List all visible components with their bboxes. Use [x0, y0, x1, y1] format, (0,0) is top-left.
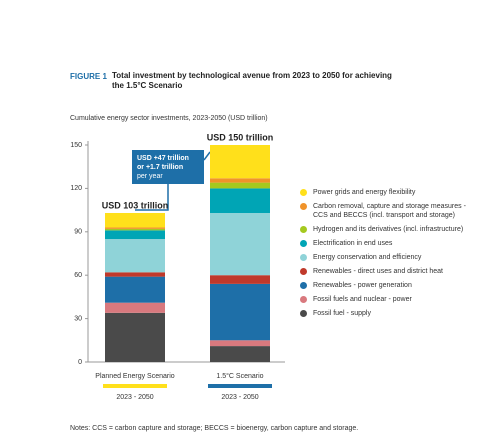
y-tick-label: 90	[74, 229, 82, 236]
legend-label: Carbon removal, capture and storage meas…	[313, 203, 466, 219]
bar-segment	[105, 239, 165, 273]
legend-label: Power grids and energy flexibility	[313, 189, 416, 196]
legend-item: Electrification in end uses	[300, 239, 470, 248]
bar-segment	[210, 145, 270, 179]
title-box: Total investment by technological avenue…	[112, 71, 392, 90]
period-label: 2023 - 2050	[221, 394, 258, 401]
legend-swatch	[300, 254, 307, 261]
legend-label: Electrification in end uses	[313, 240, 393, 247]
bar-segment	[210, 283, 270, 341]
bar-segment	[105, 227, 165, 229]
legend-label: Fossil fuels and nuclear - power	[313, 296, 412, 303]
legend-item: Fossil fuel - supply	[300, 309, 470, 318]
legend-item: Power grids and energy flexibility	[300, 188, 470, 197]
legend-swatch	[300, 282, 307, 289]
legend-item: Renewables - direct uses and district he…	[300, 267, 470, 276]
legend-swatch	[300, 189, 307, 196]
callout-connector	[203, 151, 211, 161]
chart-title: Total investment by technological avenue…	[112, 71, 392, 90]
legend-swatch	[300, 240, 307, 247]
bar-segment	[210, 346, 270, 362]
figure-label: FIGURE 1	[70, 72, 107, 81]
callout-text: per year	[137, 173, 163, 180]
bar-segment	[210, 182, 270, 189]
total-label: USD 150 trillion	[207, 132, 274, 142]
x-tick-label: Planned Energy Scenario	[95, 373, 174, 380]
bar-segment	[105, 312, 165, 362]
period-label: 2023 - 2050	[116, 394, 153, 401]
callout-text: or +1.7 trillion	[137, 164, 183, 171]
x-tick-label: 1.5°C Scenario	[216, 372, 263, 380]
legend-swatch	[300, 296, 307, 303]
legend-item: Fossil fuels and nuclear - power	[300, 295, 470, 304]
y-tick-label: 0	[78, 359, 82, 366]
legend: Power grids and energy flexibility Carbon…	[300, 188, 470, 323]
y-tick-label: 150	[70, 142, 82, 149]
legend-swatch	[300, 268, 307, 275]
legend-item: Hydrogen and its derivatives (incl. infr…	[300, 225, 470, 234]
legend-swatch	[300, 203, 307, 210]
legend-item: Renewables - power generation	[300, 281, 470, 290]
bar-segment	[105, 272, 165, 277]
bar-segment	[210, 178, 270, 183]
legend-swatch	[300, 310, 307, 317]
bar-segment	[105, 302, 165, 313]
bar-segment	[210, 188, 270, 213]
bar-segment	[210, 340, 270, 347]
bar-segment	[105, 230, 165, 240]
legend-label: Renewables - power generation	[313, 282, 412, 289]
legend-item: Carbon removal, capture and storage meas…	[300, 202, 470, 220]
bar-segment	[210, 212, 270, 276]
bar-segment	[210, 275, 270, 284]
category-underline	[208, 384, 272, 388]
bar-segment	[105, 212, 165, 228]
notes: Notes: CCS = carbon capture and storage;…	[70, 425, 358, 432]
callout-box	[132, 150, 204, 184]
total-label: USD 103 trillion	[102, 200, 169, 210]
legend-item: Energy conservation and efficiency	[300, 253, 470, 262]
legend-swatch	[300, 226, 307, 233]
legend-label: Fossil fuel - supply	[313, 310, 371, 317]
bar-segment	[105, 276, 165, 303]
legend-label: Renewables - direct uses and district he…	[313, 268, 443, 275]
callout-text: USD +47 trillion	[137, 155, 189, 162]
legend-label: Energy conservation and efficiency	[313, 254, 422, 261]
callout-connector	[135, 184, 169, 211]
y-tick-label: 30	[74, 315, 82, 322]
category-underline	[103, 384, 167, 388]
y-tick-label: 60	[74, 272, 82, 279]
legend-label: Hydrogen and its derivatives (incl. infr…	[313, 226, 464, 233]
subtitle: Cumulative energy sector investments, 20…	[70, 115, 268, 122]
y-tick-label: 120	[70, 185, 82, 192]
bar-segment	[105, 228, 165, 231]
